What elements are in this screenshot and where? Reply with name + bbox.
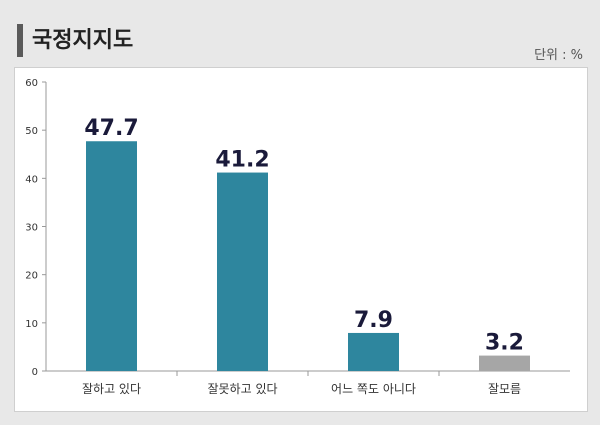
bar-value-label: 7.9 (354, 308, 393, 333)
bar (348, 332, 399, 371)
y-tick-label: 0 (32, 367, 38, 378)
bar-value-label: 41.2 (215, 148, 269, 173)
y-tick-label: 30 (25, 223, 38, 234)
x-tick-label: 잘모름 (488, 382, 521, 396)
y-tick-label: 60 (25, 78, 38, 89)
bar (479, 355, 530, 371)
x-tick-label: 어느 쪽도 아니다 (331, 382, 416, 396)
y-tick-label: 10 (25, 319, 38, 330)
y-tick-label: 50 (25, 126, 38, 137)
bar-value-label: 3.2 (485, 331, 524, 356)
y-tick-label: 40 (25, 174, 38, 185)
y-tick-label: 20 (25, 271, 38, 282)
unit-label: 단위 : % (534, 48, 583, 63)
page-title: 국정지지도 (32, 28, 134, 53)
bar (217, 172, 268, 371)
x-tick-label: 잘하고 있다 (82, 382, 141, 396)
x-tick-label: 잘못하고 있다 (207, 382, 277, 396)
title-accent-bar (17, 24, 23, 57)
bar-value-label: 47.7 (84, 116, 138, 141)
bar (86, 141, 137, 371)
